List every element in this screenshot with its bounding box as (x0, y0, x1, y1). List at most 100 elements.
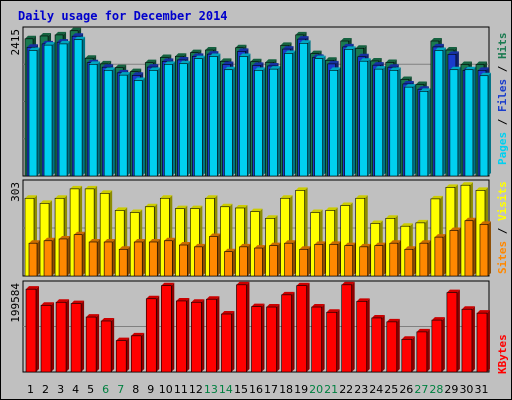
kbytes-bar (446, 289, 460, 373)
kbytes-bar (191, 299, 205, 373)
kbytes-bar (476, 310, 490, 373)
panel-3-ymax-label: 199584 (9, 283, 22, 323)
x-tick-label: 23 (354, 383, 368, 396)
pages-bar (163, 61, 176, 177)
kbytes-bar (221, 311, 235, 373)
x-tick-label: 24 (369, 383, 383, 396)
sites-bar (269, 242, 281, 277)
kbytes-bar (266, 304, 280, 373)
x-tick-label: 17 (264, 383, 278, 396)
pages-bar (194, 55, 206, 177)
sites-bar (28, 240, 40, 277)
pages-bar (209, 53, 221, 177)
x-tick-label: 6 (102, 383, 109, 396)
sites-bar (434, 234, 446, 277)
kbytes-bar (160, 282, 175, 373)
pages-bar (329, 67, 341, 177)
kbytes-bar (326, 309, 340, 373)
kbytes-bar (356, 298, 370, 373)
x-tick-label: 16 (249, 383, 263, 396)
kbytes-bar (416, 328, 430, 373)
sites-bar (194, 243, 206, 277)
x-tick-label: 31 (474, 383, 488, 396)
sites-bar (58, 235, 71, 277)
pages-bar (434, 47, 446, 177)
legend-pages-files-hits: Pages / Files / Hits (496, 33, 509, 166)
sites-bar (118, 246, 131, 277)
panel-1-ymax-label: 2415 (9, 29, 22, 56)
pages-bar (404, 84, 416, 177)
kbytes-bar (311, 304, 325, 373)
kbytes-bar (145, 295, 160, 373)
x-tick-label: 15 (234, 383, 248, 396)
kbytes-bar (371, 314, 385, 373)
kbytes-bar (386, 318, 400, 373)
x-tick-label: 1 (27, 383, 34, 396)
pages-bar (103, 67, 116, 177)
sites-bar (329, 241, 341, 277)
pages-bar (449, 66, 461, 177)
sites-bar (299, 246, 311, 277)
pages-bar (479, 72, 491, 177)
sites-bar (103, 238, 116, 277)
kbytes-bar (85, 314, 100, 373)
pages-bar (239, 53, 251, 177)
legend-kbytes: KBytes (496, 334, 509, 374)
pages-bar (43, 42, 56, 177)
x-tick-label: 9 (147, 383, 154, 396)
pages-bar (299, 40, 311, 177)
pages-bar (344, 46, 356, 177)
x-tick-label: 22 (339, 383, 353, 396)
pages-bar (389, 67, 401, 177)
kbytes-bar (296, 282, 310, 373)
x-tick-label: 13 (204, 383, 218, 396)
x-tick-label: 30 (459, 383, 473, 396)
kbytes-bar (70, 300, 85, 373)
x-tick-label: 25 (384, 383, 398, 396)
pages-bar (269, 66, 281, 177)
x-tick-label: 3 (57, 383, 64, 396)
kbytes-bar (55, 299, 70, 373)
kbytes-bar (130, 332, 145, 373)
sites-bar (479, 221, 491, 277)
kbytes-bar (401, 336, 415, 373)
pages-bar (284, 50, 296, 177)
kbytes-bar (176, 297, 190, 373)
kbytes-bar (40, 302, 55, 373)
sites-bar (449, 227, 461, 277)
sites-bar (284, 240, 296, 277)
x-tick-label: 20 (309, 383, 323, 396)
x-tick-label: 18 (279, 383, 293, 396)
pages-bar (133, 77, 146, 177)
kbytes-bar (431, 317, 445, 373)
sites-bar (133, 238, 146, 277)
x-tick-label: 19 (294, 383, 308, 396)
x-tick-label: 27 (414, 383, 428, 396)
sites-bar (43, 237, 56, 277)
kbytes-bar (115, 337, 130, 373)
sites-bar (314, 241, 326, 277)
sites-bar (464, 217, 476, 277)
pages-bar (374, 66, 386, 177)
sites-bar (404, 246, 416, 277)
pages-bar (148, 67, 161, 177)
x-tick-label: 5 (87, 383, 94, 396)
pages-bar (224, 66, 236, 177)
kbytes-bar (25, 286, 39, 373)
sites-bar (344, 242, 356, 277)
pages-bar (88, 61, 101, 177)
x-tick-label: 2 (42, 383, 49, 396)
panel-2-ymax-label: 303 (9, 182, 22, 202)
sites-bar (359, 243, 371, 277)
pages-bar (314, 55, 326, 177)
x-tick-label: 12 (189, 383, 203, 396)
pages-bar (359, 58, 371, 177)
sites-bar (88, 238, 101, 277)
pages-bar (73, 36, 86, 177)
x-tick-label: 10 (159, 383, 173, 396)
kbytes-bar (251, 303, 265, 373)
kbytes-bar (281, 291, 295, 373)
chart-title: Daily usage for December 2014 (18, 9, 228, 23)
sites-bar (224, 248, 236, 277)
